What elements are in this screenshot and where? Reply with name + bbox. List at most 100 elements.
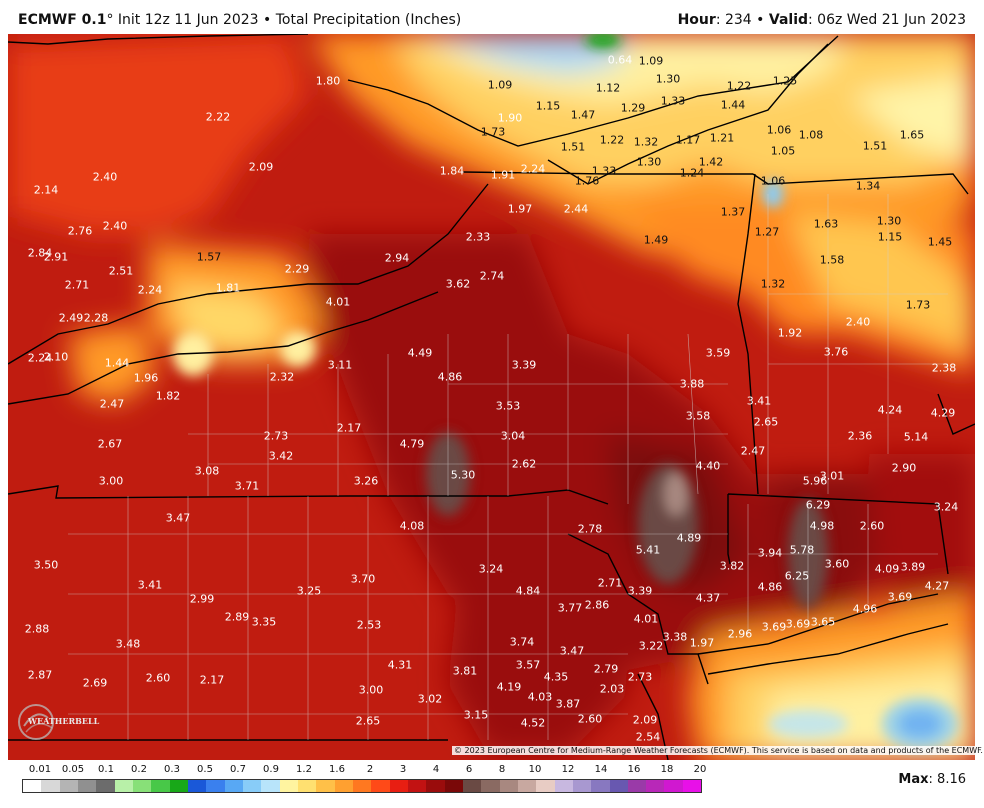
- precip-value-label: 3.88: [679, 377, 705, 391]
- precip-value-label: 2.17: [199, 673, 225, 687]
- precip-value-label: 3.58: [685, 409, 711, 423]
- precip-value-label: 1.34: [855, 179, 881, 193]
- precip-value-label: 1.58: [819, 253, 845, 267]
- precip-value-label: 3.89: [900, 560, 926, 574]
- precip-value-label: 2.88: [24, 622, 50, 636]
- legend-swatch: [151, 780, 170, 792]
- legend-swatch: [77, 780, 97, 792]
- precip-value-label: 3.47: [165, 511, 191, 525]
- precip-value-label: 1.15: [535, 99, 561, 113]
- precip-value-label: 1.45: [927, 235, 953, 249]
- precip-value-label: 2.40: [845, 315, 871, 329]
- legend-tick-label: 0.05: [61, 764, 85, 775]
- precip-value-label: 2.71: [64, 278, 90, 292]
- river-st-lawrence: [547, 43, 829, 185]
- precip-value-label: 4.52: [520, 716, 546, 730]
- precip-value-label: 1.44: [104, 356, 130, 370]
- precip-value-label: 2.90: [891, 461, 917, 475]
- legend-tick-label: 0.2: [131, 764, 147, 775]
- nj-coast: [637, 673, 669, 760]
- precip-value-label: 3.47: [559, 644, 585, 658]
- precipitation-map: 1.80 0.64 1.09 1.09 1.12 1.30 1.22 1.25 1.15 1.33…: [8, 34, 975, 760]
- precip-value-label: 0.64: [607, 53, 633, 67]
- precip-value-label: 3.41: [137, 578, 163, 592]
- precip-value-label: 3.50: [33, 558, 59, 572]
- legend-swatch: [499, 780, 518, 792]
- precip-value-label: 1.32: [760, 277, 786, 291]
- precip-value-label: 3.69: [761, 620, 787, 634]
- legend-swatch: [462, 780, 482, 792]
- precip-value-label: 3.71: [234, 479, 260, 493]
- precip-value-label: 1.30: [636, 155, 662, 169]
- border-top: [8, 34, 309, 45]
- precip-value-label: 3.00: [98, 474, 124, 488]
- legend-swatch: [407, 780, 427, 792]
- legend-swatch: [627, 780, 647, 792]
- precip-value-label: 5.41: [635, 543, 661, 557]
- precip-value-label: 3.26: [353, 474, 379, 488]
- precip-value-label: 5.78: [789, 543, 815, 557]
- precip-value-label: 4.29: [930, 406, 956, 420]
- precip-value-label: 1.30: [876, 214, 902, 228]
- precip-value-label: 2.29: [284, 262, 310, 276]
- legend-swatch: [591, 780, 610, 792]
- precip-value-label: 2.22: [205, 110, 231, 124]
- precip-value-label: 3.87: [555, 697, 581, 711]
- precip-value-label: 1.09: [487, 78, 513, 92]
- precip-value-label: 4.98: [809, 519, 835, 533]
- precip-value-label: 3.70: [350, 572, 376, 586]
- ecmwf-credit: © 2023 European Centre for Medium-Range …: [452, 746, 984, 755]
- precip-value-label: 4.27: [924, 579, 950, 593]
- legend-tick-label: 8: [498, 764, 506, 775]
- legend-swatch: [352, 780, 372, 792]
- precip-value-label: 2.38: [931, 361, 957, 375]
- legend-swatch: [682, 780, 702, 792]
- precip-value-label: 1.33: [660, 94, 686, 108]
- legend-swatch: [481, 780, 500, 792]
- legend-swatch: [664, 780, 683, 792]
- legend-tick-label: 18: [660, 764, 674, 775]
- precip-value-label: 2.24: [27, 351, 53, 365]
- precip-value-label: 1.92: [777, 326, 803, 340]
- legend-tick-label: 0.9: [263, 764, 279, 775]
- precip-value-label: 3.62: [445, 277, 471, 291]
- precip-value-label: 1.47: [570, 108, 596, 122]
- legend-swatch: [59, 780, 78, 792]
- precip-value-label: 3.69: [887, 590, 913, 604]
- precip-value-label: 4.19: [496, 680, 522, 694]
- legend-tick-label: 6: [465, 764, 473, 775]
- hour-value: : 234: [715, 12, 752, 28]
- precip-value-label: 1.73: [905, 298, 931, 312]
- precip-value-label: 1.42: [698, 155, 724, 169]
- precip-value-label: 2.24: [520, 162, 546, 176]
- max-key: Max: [898, 772, 929, 787]
- hour-key: Hour: [677, 12, 716, 28]
- precip-value-label: 1.90: [497, 111, 523, 125]
- precip-value-label: 2.28: [83, 311, 109, 325]
- precip-value-label: 3.01: [819, 469, 845, 483]
- header-valid: Hour: 234 • Valid: 06z Wed 21 Jun 2023: [678, 12, 966, 28]
- precip-value-label: 1.06: [766, 123, 792, 137]
- precip-value-label: 1.44: [720, 98, 746, 112]
- precip-value-label: 3.38: [662, 630, 688, 644]
- precip-value-label: 1.29: [620, 101, 646, 115]
- precip-value-label: 1.97: [507, 202, 533, 216]
- precip-value-label: 2.47: [99, 397, 125, 411]
- legend-tick-label: 0.1: [98, 764, 114, 775]
- legend-tick-label: 4: [432, 764, 440, 775]
- coast-ma: [937, 393, 975, 435]
- precip-value-label: 3.24: [933, 500, 959, 514]
- legend-tick-label: 0.5: [197, 764, 213, 775]
- precip-value-label: 3.35: [251, 615, 277, 629]
- legend-tick-label: 0.01: [28, 764, 52, 775]
- precip-value-label: 1.57: [196, 250, 222, 264]
- precip-value-label: 2.49: [58, 311, 84, 325]
- precip-value-label: 3.82: [719, 559, 745, 573]
- legend-color-bar: [22, 779, 702, 793]
- legend-tick-label: 20: [693, 764, 707, 775]
- precip-value-label: 1.76: [574, 174, 600, 188]
- precip-value-label: 2.76: [67, 224, 93, 238]
- precip-value-label: 3.04: [500, 429, 526, 443]
- lake-shore-south: [8, 291, 439, 405]
- precip-value-label: 4.40: [695, 459, 721, 473]
